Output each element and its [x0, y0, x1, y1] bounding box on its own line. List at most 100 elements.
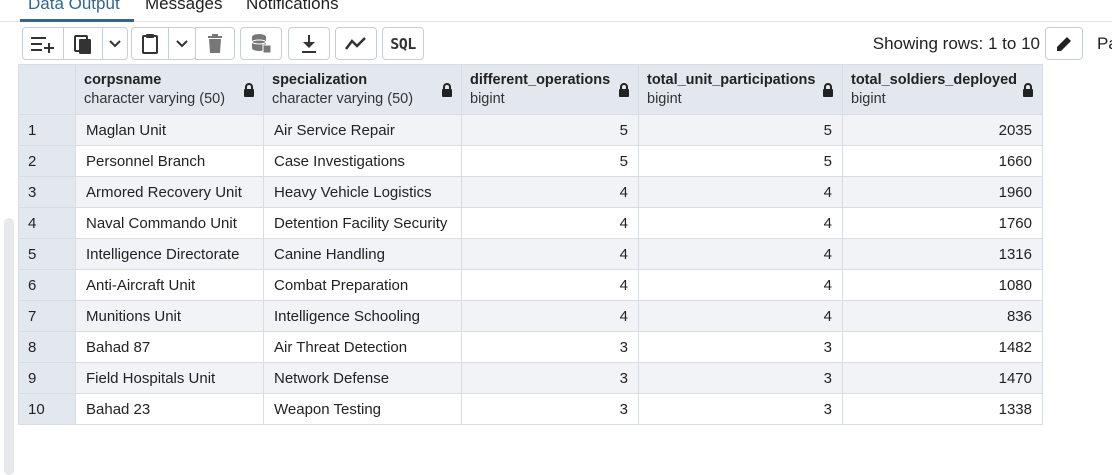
cell-specialization[interactable]: Air Threat Detection: [263, 331, 462, 363]
cell-corpsname[interactable]: Munitions Unit: [75, 300, 264, 332]
cell-different-operations[interactable]: 3: [461, 362, 639, 394]
cell-total-soldiers-deployed[interactable]: 836: [842, 300, 1043, 332]
table-row[interactable]: 1 Maglan Unit Air Service Repair 5 5 203…: [18, 114, 1043, 146]
cell-total-unit-participations[interactable]: 4: [638, 207, 843, 239]
column-type: character varying (50): [84, 91, 226, 107]
paste-options-dropdown[interactable]: [168, 27, 196, 60]
download-icon: [302, 34, 316, 53]
cell-different-operations[interactable]: 5: [461, 145, 639, 177]
cell-total-soldiers-deployed[interactable]: 1316: [842, 238, 1043, 270]
cell-total-soldiers-deployed[interactable]: 1470: [842, 362, 1043, 394]
cell-corpsname[interactable]: Bahad 87: [75, 331, 264, 363]
cell-specialization[interactable]: Intelligence Schooling: [263, 300, 462, 332]
column-header-different-operations[interactable]: different_operations bigint: [461, 64, 639, 115]
add-row-icon: [31, 36, 54, 53]
cell-different-operations[interactable]: 4: [461, 300, 639, 332]
cell-total-unit-participations[interactable]: 3: [638, 393, 843, 425]
cell-total-unit-participations[interactable]: 3: [638, 331, 843, 363]
cell-specialization[interactable]: Detention Facility Security: [263, 207, 462, 239]
cell-corpsname[interactable]: Anti-Aircraft Unit: [75, 269, 264, 301]
select-all-cell[interactable]: [18, 64, 76, 115]
tab-messages[interactable]: Messages: [145, 0, 223, 13]
download-button[interactable]: [288, 27, 330, 60]
cell-different-operations[interactable]: 4: [461, 207, 639, 239]
copy-options-dropdown[interactable]: [102, 27, 128, 60]
cell-different-operations[interactable]: 4: [461, 269, 639, 301]
cell-total-soldiers-deployed[interactable]: 1338: [842, 393, 1043, 425]
table-row[interactable]: 8 Bahad 87 Air Threat Detection 3 3 1482: [18, 331, 1043, 363]
edit-rows-button[interactable]: [1045, 27, 1083, 60]
cell-specialization[interactable]: Canine Handling: [263, 238, 462, 270]
sql-button[interactable]: SQL: [382, 27, 424, 60]
column-header-total-unit-participations[interactable]: total_unit_participations bigint: [638, 64, 843, 115]
cell-total-unit-participations[interactable]: 4: [638, 176, 843, 208]
row-number[interactable]: 4: [18, 207, 76, 239]
table-row[interactable]: 5 Intelligence Directorate Canine Handli…: [18, 238, 1043, 270]
row-number[interactable]: 5: [18, 238, 76, 270]
cell-total-soldiers-deployed[interactable]: 1482: [842, 331, 1043, 363]
graph-icon: [345, 36, 366, 50]
cell-total-soldiers-deployed[interactable]: 1080: [842, 269, 1043, 301]
cell-corpsname[interactable]: Maglan Unit: [75, 114, 264, 146]
cell-corpsname[interactable]: Field Hospitals Unit: [75, 362, 264, 394]
cell-total-soldiers-deployed[interactable]: 1760: [842, 207, 1043, 239]
cell-total-soldiers-deployed[interactable]: 1960: [842, 176, 1043, 208]
cell-total-soldiers-deployed[interactable]: 2035: [842, 114, 1043, 146]
paste-button[interactable]: [131, 27, 169, 60]
table-row[interactable]: 4 Naval Commando Unit Detention Facility…: [18, 207, 1043, 239]
column-type: bigint: [647, 91, 682, 107]
tab-notifications[interactable]: Notifications: [246, 0, 339, 13]
cell-corpsname[interactable]: Armored Recovery Unit: [75, 176, 264, 208]
copy-button[interactable]: [63, 27, 103, 60]
tab-data-output[interactable]: Data Output: [28, 0, 120, 13]
row-number[interactable]: 2: [18, 145, 76, 177]
column-name: corpsname: [84, 72, 162, 88]
cell-total-unit-participations[interactable]: 4: [638, 238, 843, 270]
cell-specialization[interactable]: Air Service Repair: [263, 114, 462, 146]
cell-total-unit-participations[interactable]: 4: [638, 300, 843, 332]
add-row-button[interactable]: [22, 27, 64, 60]
column-header-total-soldiers-deployed[interactable]: total_soldiers_deployed bigint: [842, 64, 1043, 115]
cell-total-unit-participations[interactable]: 5: [638, 114, 843, 146]
table-row[interactable]: 7 Munitions Unit Intelligence Schooling …: [18, 300, 1043, 332]
delete-button[interactable]: [195, 27, 235, 60]
cell-specialization[interactable]: Heavy Vehicle Logistics: [263, 176, 462, 208]
cell-specialization[interactable]: Case Investigations: [263, 145, 462, 177]
cell-corpsname[interactable]: Naval Commando Unit: [75, 207, 264, 239]
table-row[interactable]: 9 Field Hospitals Unit Network Defense 3…: [18, 362, 1043, 394]
cell-specialization[interactable]: Network Defense: [263, 362, 462, 394]
cell-different-operations[interactable]: 4: [461, 176, 639, 208]
table-row[interactable]: 3 Armored Recovery Unit Heavy Vehicle Lo…: [18, 176, 1043, 208]
save-data-button[interactable]: [240, 27, 282, 60]
column-header-specialization[interactable]: specialization character varying (50): [263, 64, 462, 115]
cell-specialization[interactable]: Combat Preparation: [263, 269, 462, 301]
row-number[interactable]: 6: [18, 269, 76, 301]
cell-different-operations[interactable]: 4: [461, 238, 639, 270]
row-number[interactable]: 8: [18, 331, 76, 363]
cell-different-operations[interactable]: 3: [461, 393, 639, 425]
table-row[interactable]: 10 Bahad 23 Weapon Testing 3 3 1338: [18, 393, 1043, 425]
cell-total-soldiers-deployed[interactable]: 1660: [842, 145, 1043, 177]
cell-total-unit-participations[interactable]: 3: [638, 362, 843, 394]
table-row[interactable]: 2 Personnel Branch Case Investigations 5…: [18, 145, 1043, 177]
graph-visualiser-button[interactable]: [335, 27, 377, 60]
sql-icon: SQL: [390, 34, 416, 53]
row-number[interactable]: 1: [18, 114, 76, 146]
row-number[interactable]: 3: [18, 176, 76, 208]
cell-corpsname[interactable]: Bahad 23: [75, 393, 264, 425]
column-name: total_soldiers_deployed: [851, 72, 1017, 88]
cell-total-unit-participations[interactable]: 4: [638, 269, 843, 301]
cell-corpsname[interactable]: Personnel Branch: [75, 145, 264, 177]
column-header-corpsname[interactable]: corpsname character varying (50): [75, 64, 264, 115]
cell-total-unit-participations[interactable]: 5: [638, 145, 843, 177]
cell-different-operations[interactable]: 3: [461, 331, 639, 363]
vertical-scrollbar[interactable]: [4, 218, 14, 475]
row-number[interactable]: 10: [18, 393, 76, 425]
row-number[interactable]: 9: [18, 362, 76, 394]
cell-corpsname[interactable]: Intelligence Directorate: [75, 238, 264, 270]
table-row[interactable]: 6 Anti-Aircraft Unit Combat Preparation …: [18, 269, 1043, 301]
cell-different-operations[interactable]: 5: [461, 114, 639, 146]
cell-specialization[interactable]: Weapon Testing: [263, 393, 462, 425]
data-grid: corpsname character varying (50) special…: [18, 64, 1043, 425]
row-number[interactable]: 7: [18, 300, 76, 332]
